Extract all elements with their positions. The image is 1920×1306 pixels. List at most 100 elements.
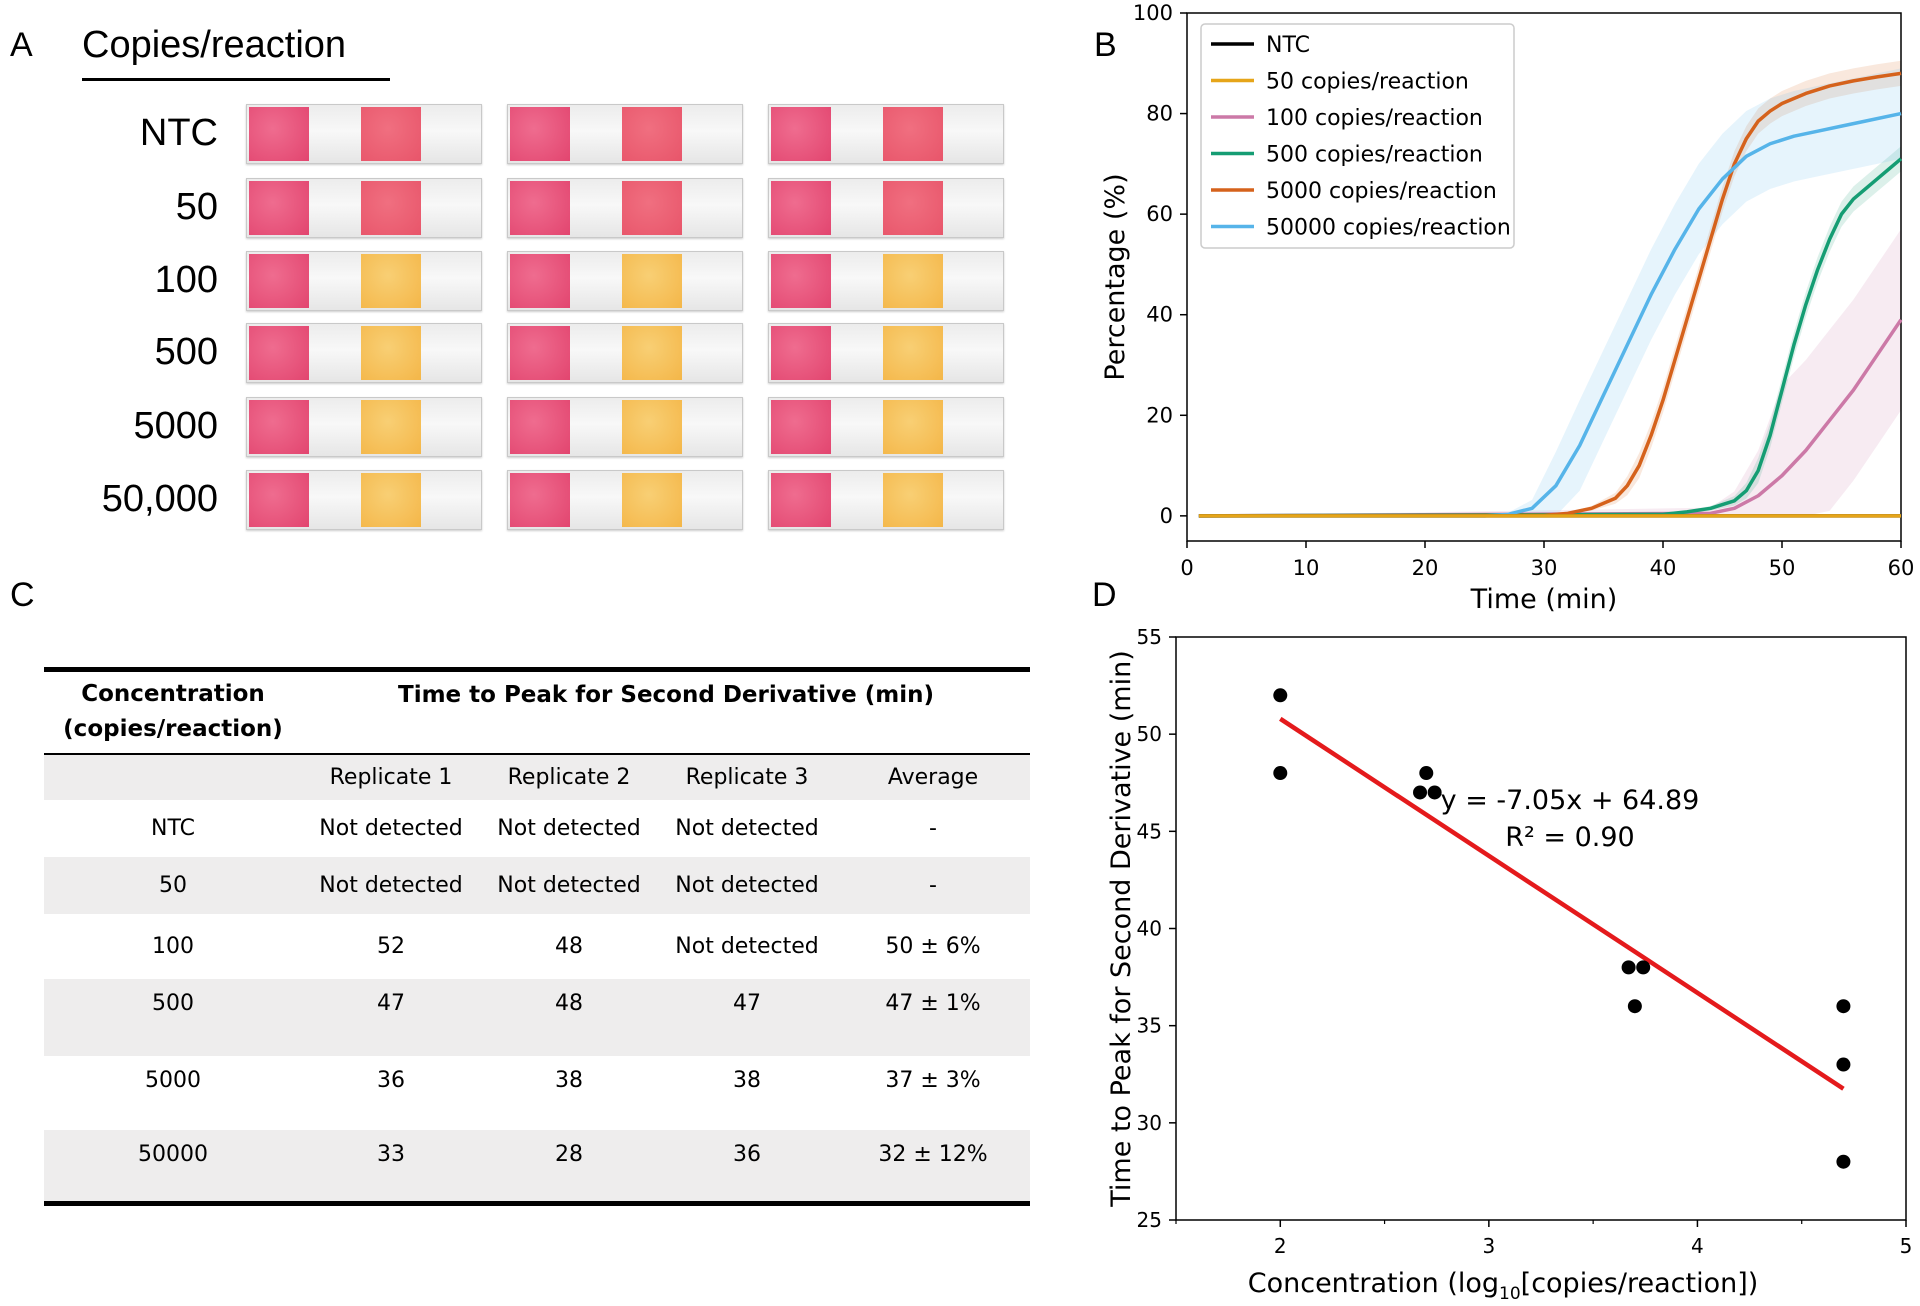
subheader-rep2: Replicate 2 [480,753,658,800]
test-strip [507,104,743,164]
test-pad [883,473,943,527]
test-strip [507,470,743,530]
control-pad [771,181,831,235]
b-legend-label: 50000 copies/reaction [1266,216,1511,241]
control-pad [771,326,831,380]
test-pad [883,107,943,161]
table-span-header: Time to Peak for Second Derivative (min) [398,682,934,708]
test-strip [768,251,1004,311]
d-x-tick-label: 2 [1274,1234,1287,1258]
cell-average: 50 ± 6% [885,933,981,959]
b-x-tick-label: 60 [1888,556,1915,580]
test-strip [246,470,482,530]
panel-a-title-underline [82,78,390,81]
test-pad [622,400,682,454]
cell-rep2: Not detected [480,856,658,914]
cell-concentration: 500 [44,978,302,1056]
cell-rep1: 33 [302,1129,480,1204]
concentration-label: 100 [154,259,218,301]
test-strip [507,251,743,311]
cell-rep2: Not detected [497,815,641,841]
d-fit-line-group [1279,716,1845,1091]
b-legend-label: 100 copies/reaction [1266,106,1483,131]
control-pad [510,473,570,527]
cell-rep1: Not detected [302,856,480,914]
d-data-point [1273,688,1288,703]
control-pad [510,254,570,308]
test-strip [768,178,1004,238]
cell-average: - [929,815,937,841]
d-data-point [1419,766,1434,781]
test-strip [768,323,1004,383]
test-strip [507,178,743,238]
b-series-band [1198,229,1901,516]
cell-rep3: Not detected [658,856,836,914]
cell-rep2: 48 [480,978,658,1056]
concentration-label: NTC [139,112,218,154]
b-legend-label: NTC [1266,33,1310,58]
test-strip [768,470,1004,530]
cell-rep3: 47 [658,978,836,1056]
d-x-tick-label: 3 [1482,1234,1495,1258]
control-pad [249,181,309,235]
test-pad [361,107,421,161]
test-pad [883,326,943,380]
panel-b-line-chart: 0 10 20 30 40 50 60 0 20 40 60 80 100 Time (min) Perce… [1100,1,1915,615]
concentration-label: 5000 [133,405,218,447]
d-x-tick-label: 4 [1691,1234,1704,1258]
cell-rep3: 38 [733,1067,761,1093]
control-pad [771,400,831,454]
panel-c-table: Concentration (copies/reaction) Time to … [44,667,1030,1206]
col0-header-line2: (copies/reaction) [63,716,283,743]
d-y-tick-label: 55 [1137,625,1162,649]
test-pad [361,181,421,235]
d-data-point [1627,999,1642,1014]
cell-rep3: Not detected [675,933,819,959]
d-data-point [1413,785,1428,800]
table-row: 5000 36 38 38 37 ± 3% [44,1056,1030,1130]
d-y-tick-label: 40 [1137,917,1162,941]
table-row: NTC Not detected Not detected Not detect… [44,800,1030,857]
d-y-tick-label: 45 [1137,819,1162,843]
d-data-point [1836,999,1851,1014]
test-strip [246,104,482,164]
col0-header-line1: Concentration [81,681,265,708]
b-series-line [1198,157,1903,518]
control-pad [249,473,309,527]
cell-average: 47 ± 1% [836,978,1030,1056]
b-legend-box [1200,23,1515,249]
control-pad [771,107,831,161]
cell-rep1: 47 [302,978,480,1056]
b-y-axis-label: Percentage (%) [1100,173,1131,380]
cell-average: - [836,856,1030,914]
b-legend-label: 50 copies/reaction [1266,70,1469,95]
d-y-tick-label: 30 [1137,1111,1162,1135]
control-pad [249,254,309,308]
test-pad [622,107,682,161]
panel-label-b: B [1094,26,1117,64]
b-y-tick-label: 60 [1146,202,1173,226]
test-strip [246,251,482,311]
d-x-axis-label: Concentration (log10[copies/reaction]) [1248,1268,1759,1304]
cell-average: 37 ± 3% [885,1067,981,1093]
table-subheader-row: Replicate 1 Replicate 2 Replicate 3 Aver… [44,753,1030,800]
control-pad [510,107,570,161]
test-pad [361,254,421,308]
b-series-line [1198,318,1903,518]
panel-a-title: Copies/reaction [82,24,347,66]
d-y-axis-label: Time to Peak for Second Derivative (min) [1106,650,1137,1207]
b-legend-label: 500 copies/reaction [1266,143,1483,168]
control-pad [771,473,831,527]
cell-concentration: 50 [44,856,302,914]
d-x-axis-label-sub: 10 [1499,1284,1521,1304]
b-x-axis-label: Time (min) [1470,584,1618,615]
panel-label-a: A [10,26,33,64]
b-x-tick-label: 10 [1293,556,1320,580]
d-r-squared: R² = 0.90 [1505,822,1635,853]
control-pad [510,400,570,454]
b-y-tick-label: 20 [1146,403,1173,427]
test-strip [768,397,1004,457]
subheader-rep3: Replicate 3 [658,753,836,800]
